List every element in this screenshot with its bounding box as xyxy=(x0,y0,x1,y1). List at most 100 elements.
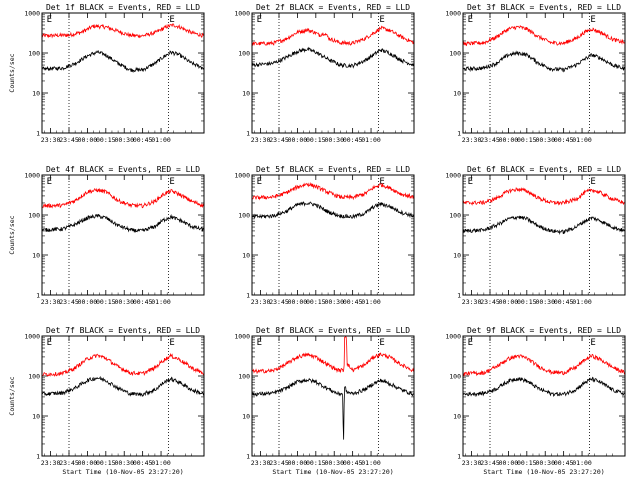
series-events-line xyxy=(251,201,415,220)
y-tick-label: 10 xyxy=(242,90,250,98)
y-tick-label: 10 xyxy=(32,90,40,98)
y-tick-label: 10 xyxy=(453,252,461,260)
plot-frame xyxy=(41,335,205,457)
x-tick-label: 23:30 xyxy=(41,298,61,306)
y-tick-label: 1000 xyxy=(234,172,250,180)
y-tick-label: 100 xyxy=(238,373,250,381)
x-tick-label: 00:30 xyxy=(114,136,134,144)
x-tick-label: 00:00 xyxy=(288,136,308,144)
series-lld-line xyxy=(251,336,415,375)
y-tick-label: 10 xyxy=(453,413,461,421)
plot-frame xyxy=(41,174,205,296)
plot-frame xyxy=(251,335,415,457)
panel-6: Det 6f BLACK = Events, RED = LLD 1 10 100 10… xyxy=(445,165,626,306)
series-lld-line xyxy=(41,352,205,377)
panel-title: Det 2f BLACK = Events, RED = LLD xyxy=(256,3,410,12)
y-tick-label: 100 xyxy=(238,50,250,58)
y-tick-label: 10 xyxy=(453,90,461,98)
x-tick-label: 23:30 xyxy=(251,459,271,467)
x-tick-label: 23:30 xyxy=(462,459,482,467)
x-tick-label: 00:15 xyxy=(517,136,537,144)
y-tick-label: 10 xyxy=(32,413,40,421)
x-tick-label: 00:45 xyxy=(133,459,153,467)
x-tick-label: 00:45 xyxy=(343,459,363,467)
series-events-line xyxy=(251,377,415,440)
series-events-line xyxy=(41,375,205,398)
y-tick-label: 1 xyxy=(36,292,40,300)
series-lld-line xyxy=(41,187,205,209)
y-tick-label: 100 xyxy=(28,50,40,58)
panel-title: Det 7f BLACK = Events, RED = LLD xyxy=(46,326,200,335)
flag-label: E xyxy=(590,338,595,348)
series-events-line xyxy=(462,50,626,73)
plot-frame xyxy=(41,12,205,134)
y-tick-label: 1000 xyxy=(24,333,40,341)
flag-label: E xyxy=(257,177,262,187)
y-tick-label: 100 xyxy=(449,50,461,58)
plot-frame xyxy=(462,174,626,296)
panel-title: Det 8f BLACK = Events, RED = LLD xyxy=(256,326,410,335)
panel-title: Det 9f BLACK = Events, RED = LLD xyxy=(467,326,621,335)
x-tick-label: 01:00 xyxy=(572,459,592,467)
x-tick-label: 23:45 xyxy=(480,459,500,467)
series-lld-line xyxy=(462,353,626,378)
flag-label: E xyxy=(257,15,262,25)
x-tick-label: 00:45 xyxy=(554,298,574,306)
x-tick-label: 00:30 xyxy=(324,298,344,306)
x-tick-label: 23:45 xyxy=(59,298,79,306)
x-tick-label: 00:00 xyxy=(499,136,519,144)
flag-label: E xyxy=(169,15,174,25)
x-tick-label: 00:15 xyxy=(306,459,326,467)
flag-label: E xyxy=(379,177,384,187)
x-tick-label: 01:00 xyxy=(572,298,592,306)
x-tick-label: 00:30 xyxy=(114,298,134,306)
y-tick-label: 1 xyxy=(246,130,250,138)
y-tick-label: 10 xyxy=(32,252,40,260)
x-tick-label: 23:30 xyxy=(41,459,61,467)
x-tick-label: 00:15 xyxy=(96,298,116,306)
panel-title: Det 4f BLACK = Events, RED = LLD xyxy=(46,165,200,174)
y-tick-label: 1000 xyxy=(24,10,40,18)
series-events-line xyxy=(41,213,205,233)
flag-label: E xyxy=(47,15,52,25)
panel-2: Det 2f BLACK = Events, RED = LLD 1 10 100 10… xyxy=(234,3,415,144)
x-tick-label: 00:15 xyxy=(96,459,116,467)
x-tick-label: 23:30 xyxy=(41,136,61,144)
flag-label: E xyxy=(257,338,262,348)
y-tick-label: 1000 xyxy=(24,172,40,180)
x-tick-label: 00:00 xyxy=(288,459,308,467)
series-lld-line xyxy=(251,25,415,46)
x-tick-label: 00:30 xyxy=(114,459,134,467)
x-tick-label: 00:30 xyxy=(324,459,344,467)
x-tick-label: 00:00 xyxy=(499,298,519,306)
x-tick-label: 00:15 xyxy=(96,136,116,144)
x-tick-label: 00:45 xyxy=(133,136,153,144)
x-tick-label: 00:15 xyxy=(517,298,537,306)
y-axis-label: Counts/sec xyxy=(8,376,16,415)
x-tick-label: 00:30 xyxy=(535,459,555,467)
series-lld-line xyxy=(462,186,626,206)
panel-title: Det 3f BLACK = Events, RED = LLD xyxy=(467,3,621,12)
x-tick-label: 23:45 xyxy=(480,298,500,306)
panel-title: Det 5f BLACK = Events, RED = LLD xyxy=(256,165,410,174)
x-axis-label: Start Time (10-Nov-05 23:27:20) xyxy=(272,468,393,476)
x-axis-label: Start Time (10-Nov-05 23:27:20) xyxy=(62,468,183,476)
y-tick-label: 10 xyxy=(242,252,250,260)
y-axis-label: Counts/sec xyxy=(8,215,16,254)
x-tick-label: 00:45 xyxy=(554,459,574,467)
x-tick-label: 23:30 xyxy=(462,298,482,306)
x-tick-label: 01:00 xyxy=(572,136,592,144)
y-tick-label: 100 xyxy=(449,212,461,220)
y-tick-label: 1 xyxy=(246,453,250,461)
panel-3: Det 3f BLACK = Events, RED = LLD 1 10 100 10… xyxy=(445,3,626,144)
x-tick-label: 23:30 xyxy=(251,298,271,306)
x-tick-label: 00:45 xyxy=(343,298,363,306)
panel-8: Det 8f BLACK = Events, RED = LLD 1 10 100 10… xyxy=(234,326,415,476)
x-tick-label: 23:45 xyxy=(269,298,289,306)
panel-5: Det 5f BLACK = Events, RED = LLD 1 10 100 10… xyxy=(234,165,415,306)
x-tick-label: 23:45 xyxy=(59,459,79,467)
y-tick-label: 1000 xyxy=(445,333,461,341)
x-tick-label: 01:00 xyxy=(151,298,171,306)
x-tick-label: 00:30 xyxy=(324,136,344,144)
